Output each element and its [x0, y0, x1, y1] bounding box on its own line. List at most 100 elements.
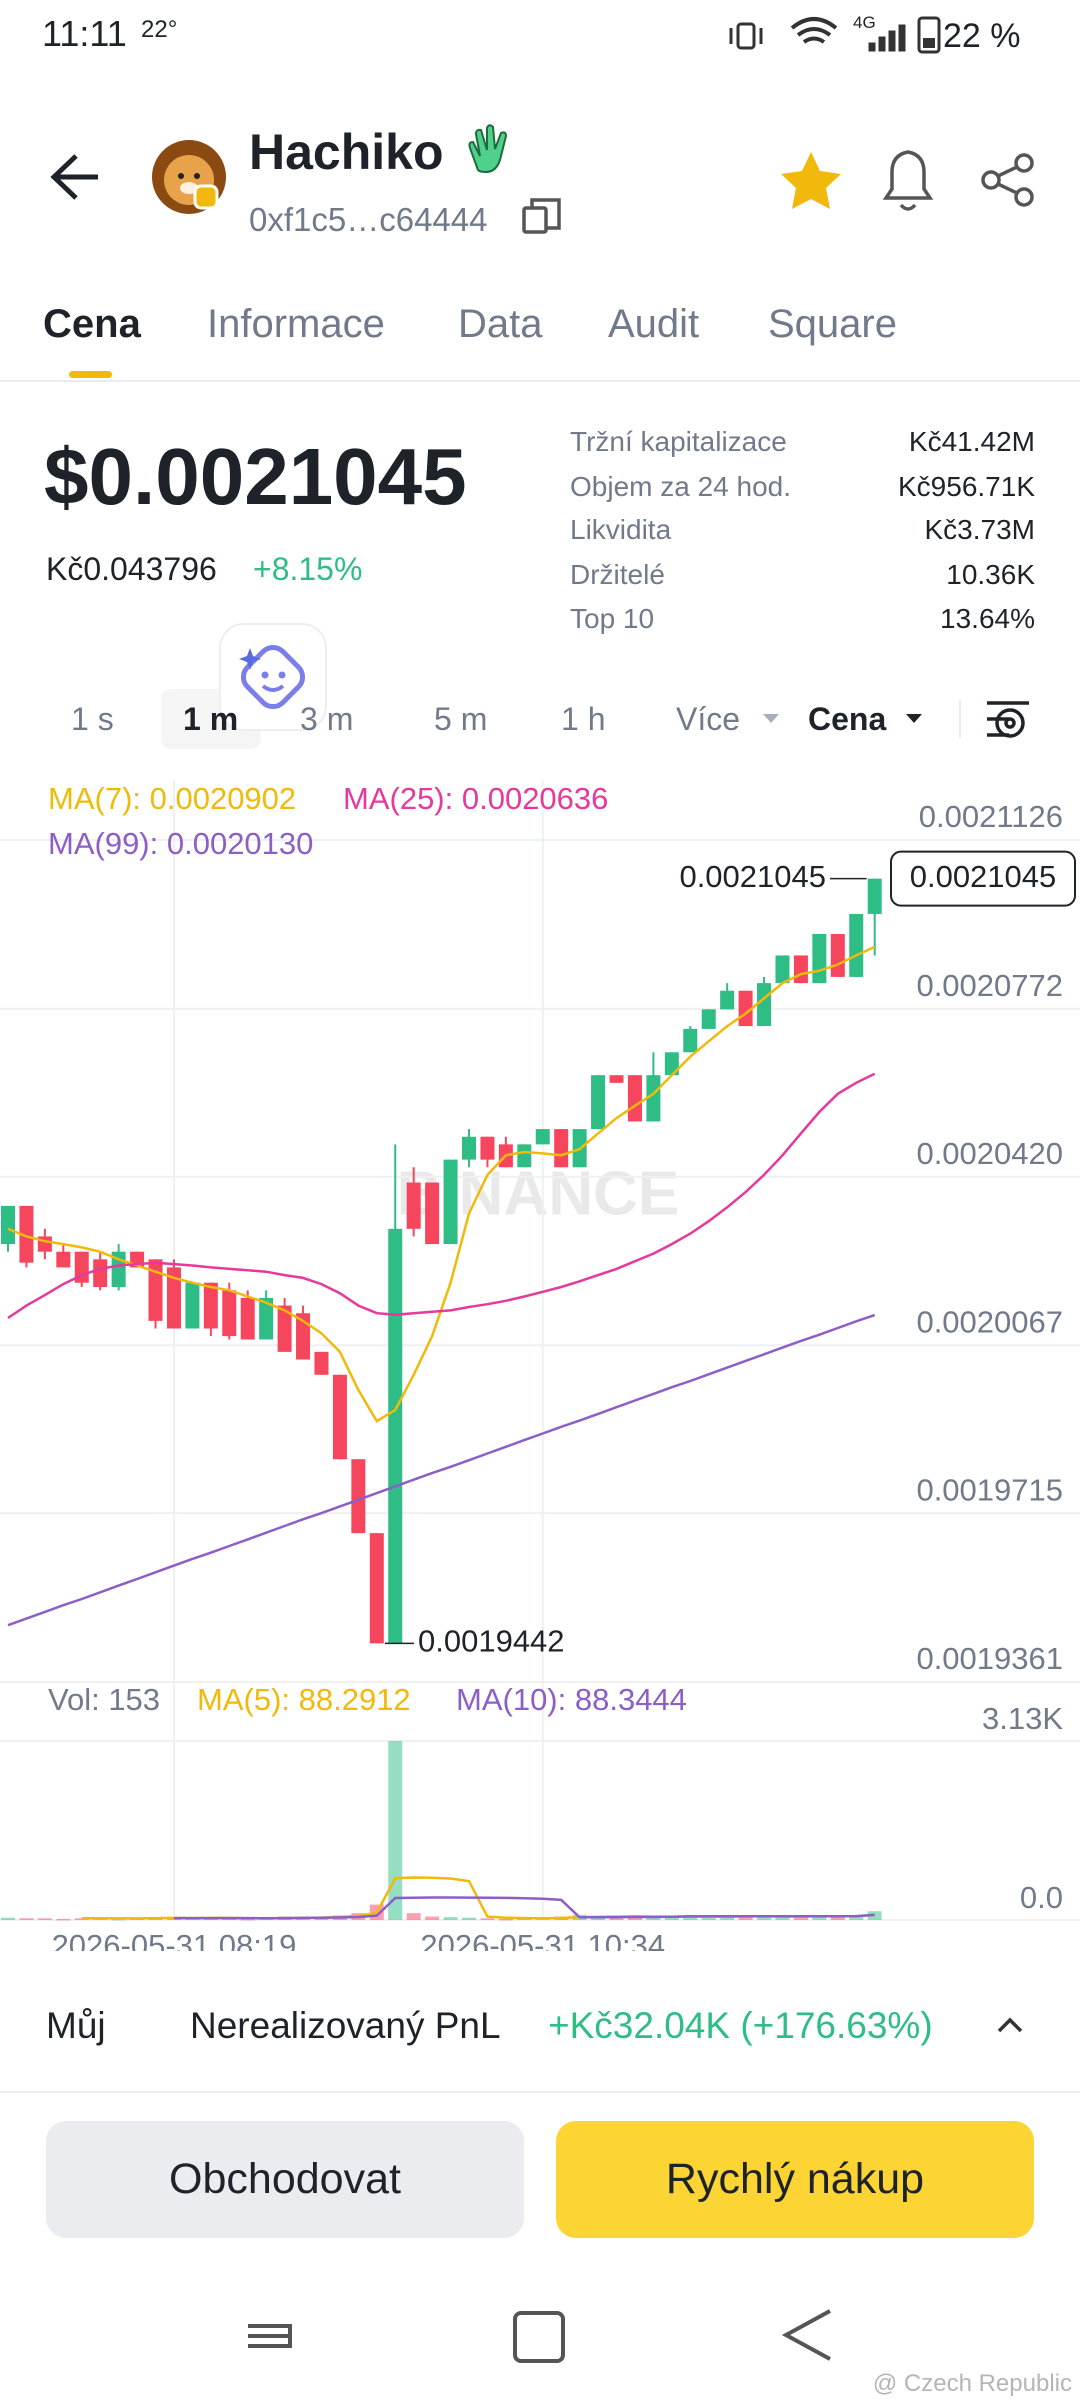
candle-body: [56, 1251, 71, 1268]
nav-recents[interactable]: [248, 2324, 292, 2348]
volume-bar: [480, 1918, 495, 1920]
dropdown-arrow: [763, 714, 779, 723]
interval[interactable]: 5 m: [434, 701, 488, 737]
y-tick-label: 0.0019715: [916, 1472, 1063, 1507]
volume-bar: [1, 1917, 15, 1920]
low-label: 0.0019442: [418, 1624, 565, 1659]
screen-graphics: BINANCE 0.0021126 0.0020772 0.0020420 0.0020…: [0, 16, 1080, 1951]
legend-entry: MA(25): 0.0020636: [343, 781, 608, 816]
volume-legend-entry: MA(10): 88.3444: [456, 1682, 687, 1717]
candle-body: [517, 1144, 532, 1168]
legend-entry: MA(7): 0.0020902: [48, 781, 296, 816]
bottom-panel: Můj Nerealizovaný PnL +Kč32.04K (+176.63…: [0, 1951, 1080, 2408]
status-network: 4G: [853, 13, 876, 32]
plot-area: BINANCE 0.0021126 0.0020772 0.0020420 0.0020…: [0, 780, 1080, 1951]
candle-body: [775, 955, 790, 984]
expand-caret[interactable]: [995, 2011, 1025, 2041]
ma-line: [7, 1072, 876, 1320]
volume-bar: [56, 1918, 71, 1921]
volume-bar: [738, 1915, 753, 1920]
volume-bar: [498, 1918, 513, 1921]
candle-body: [203, 1282, 218, 1329]
nav-bar: [248, 2309, 831, 2363]
interval[interactable]: 1 h: [561, 701, 606, 737]
volume-bar: [849, 1915, 864, 1920]
chart-settings-icon[interactable]: [987, 701, 1029, 738]
candle-body: [19, 1205, 34, 1263]
volume-bar: [793, 1917, 808, 1920]
volume-bar: [37, 1918, 52, 1920]
candle-body: [166, 1267, 181, 1329]
last-price-label: 0.0021045: [910, 859, 1057, 894]
chart-mode[interactable]: Cena: [808, 701, 887, 737]
x-tick-label: 2026-05-31 08:19: [52, 1928, 297, 1951]
candle-body: [867, 878, 882, 914]
tab[interactable]: Informace: [207, 302, 385, 346]
nav-home[interactable]: [513, 2311, 565, 2363]
back-arrow[interactable]: [50, 154, 98, 200]
interval-more[interactable]: Více: [676, 701, 741, 737]
tab[interactable]: Cena: [43, 302, 141, 346]
tab[interactable]: Audit: [608, 302, 700, 346]
volume-bar: [443, 1917, 458, 1920]
tab[interactable]: Data: [458, 302, 543, 346]
interval[interactable]: 1 s: [71, 701, 114, 737]
share-icon[interactable]: [981, 153, 1034, 207]
volume-bar: [757, 1915, 772, 1920]
interval[interactable]: 1 m: [183, 701, 239, 737]
candle-body: [793, 955, 808, 984]
candle-body: [406, 1182, 421, 1229]
chart-watermark: BINANCE: [397, 1159, 679, 1228]
bell-icon[interactable]: [882, 150, 934, 211]
candle-body: [259, 1297, 274, 1340]
ma-line: [7, 945, 876, 1423]
price-fiat: Kč0.043796: [46, 551, 217, 587]
volume-bar: [775, 1916, 790, 1920]
dropdown-arrow: [906, 714, 922, 723]
token-avatar: [152, 140, 226, 214]
pnl-value: +Kč32.04K (+176.63%): [548, 2005, 933, 2046]
volume-bar: [388, 1741, 403, 1920]
y-tick-label: 0.0021126: [919, 799, 1063, 834]
y-tick-label: 0.0019361: [916, 1641, 1063, 1676]
position-label: Můj: [46, 2005, 106, 2046]
candle-body: [369, 1533, 384, 1644]
divider: [0, 2091, 1080, 2093]
stat-value: Kč41.42M: [908, 426, 1035, 457]
candle-body: [462, 1136, 476, 1160]
stat-label: Top 10: [570, 603, 655, 634]
price-change: +8.15%: [253, 551, 363, 587]
trade-button[interactable]: Obchodovat: [46, 2121, 524, 2238]
favorite-star[interactable]: [781, 152, 841, 209]
candle-body: [314, 1351, 329, 1375]
stat-label: Objem za 24 hod.: [570, 471, 792, 502]
ma-line: [174, 1896, 875, 1920]
stat-value: 10.36K: [946, 559, 1035, 590]
stat-value: 13.64%: [940, 603, 1035, 634]
volume-tick-label: 3.13K: [982, 1701, 1063, 1736]
volume-bar: [609, 1917, 624, 1920]
volume-bar: [406, 1913, 421, 1920]
tab[interactable]: Square: [768, 302, 897, 346]
volume-tick-label: 0.0: [1020, 1880, 1063, 1915]
nav-back[interactable]: [781, 2309, 831, 2361]
volume-bar: [19, 1918, 34, 1920]
candle-body: [591, 1075, 606, 1130]
ai-assistant-bubble[interactable]: [219, 623, 327, 731]
status-time: 11:11: [42, 13, 127, 54]
candle-body: [701, 1009, 716, 1029]
copy-icon[interactable]: [522, 198, 561, 234]
status-icons: [729, 16, 941, 54]
volume-bar: [664, 1916, 679, 1920]
volume-bar: [830, 1916, 845, 1920]
legend-entry: MA(99): 0.0020130: [48, 826, 313, 861]
candle-body: [683, 1028, 698, 1053]
volume-bar: [720, 1917, 735, 1920]
candle-body: [646, 1075, 661, 1122]
token-name: Hachiko: [249, 124, 444, 180]
candle-body: [480, 1136, 495, 1160]
interval[interactable]: 3 m: [300, 701, 354, 737]
quick-buy-button[interactable]: Rychlý nákup: [556, 2121, 1034, 2238]
high-label: 0.0021045: [679, 859, 826, 894]
